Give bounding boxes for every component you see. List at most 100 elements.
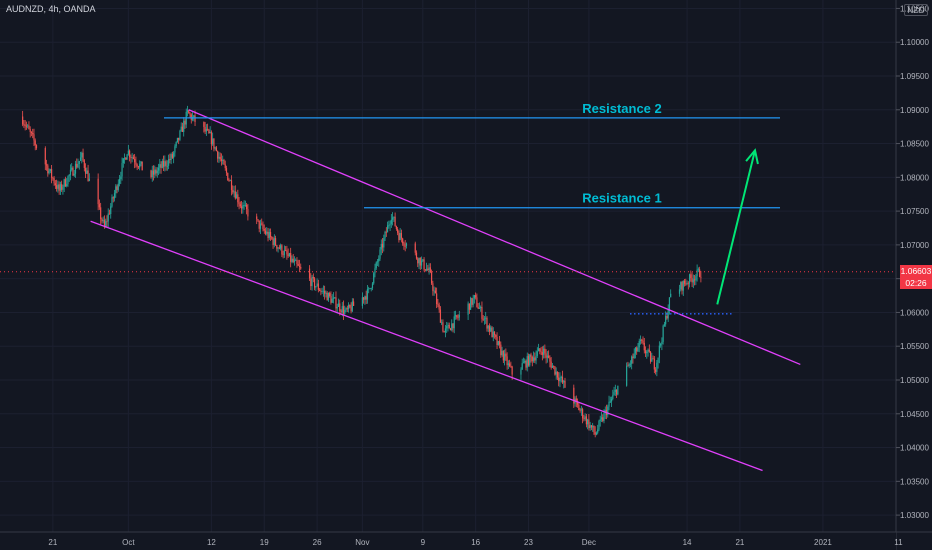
candle-body	[281, 245, 283, 255]
candle-body	[433, 290, 435, 292]
candle-body	[213, 138, 215, 149]
candle-body	[599, 419, 601, 421]
candle-body	[505, 353, 507, 357]
candle-body	[319, 289, 321, 291]
candle-body	[588, 419, 590, 429]
candle-body	[127, 150, 129, 155]
candle-body	[351, 301, 353, 312]
y-tick-label: 1.04000	[900, 444, 929, 453]
candle-body	[257, 219, 259, 221]
candle-body	[415, 252, 418, 259]
candle-body	[576, 401, 579, 405]
candle-body	[385, 231, 387, 233]
candle-body	[690, 274, 692, 279]
candle-body	[159, 164, 161, 168]
candle-body	[81, 152, 83, 158]
candle-body	[634, 347, 637, 354]
candle-body	[316, 283, 318, 287]
y-tick-label: 1.06000	[900, 308, 929, 317]
candle-body	[390, 219, 392, 224]
candle-body	[100, 207, 102, 219]
candle-body	[313, 278, 316, 288]
candle-body	[263, 229, 265, 231]
time-axis[interactable]: 21 Oct 12 19 26 Nov 9 16 23 Dec 14 21 2021 11	[48, 538, 903, 547]
projection-arrow-shaft[interactable]	[716, 150, 756, 305]
candle-body	[449, 328, 452, 331]
candle-body	[310, 278, 312, 287]
candle-body	[311, 276, 313, 287]
candle-body	[111, 197, 113, 207]
channel-upper-line[interactable]	[188, 109, 801, 366]
channel-lower-line[interactable]	[90, 220, 763, 472]
candle-body	[297, 263, 299, 266]
candle-body	[350, 307, 352, 312]
candle-body	[392, 217, 394, 220]
y-tick-label: 1.09000	[900, 106, 929, 115]
candle-body	[691, 278, 693, 283]
candle-body	[423, 259, 425, 270]
candle-body	[277, 247, 279, 249]
candle-body	[117, 183, 119, 190]
candle-body	[649, 351, 652, 362]
candle-body	[121, 163, 123, 177]
candle-body	[386, 225, 389, 233]
candle-body	[699, 269, 701, 277]
x-tick-label: 23	[524, 538, 533, 547]
projection-arrow-head[interactable]	[745, 148, 759, 165]
y-tick-label: 1.04500	[900, 410, 929, 419]
candle-body	[291, 258, 293, 262]
candle-body	[256, 216, 258, 220]
candle-body	[169, 158, 171, 160]
candle-body	[87, 170, 89, 181]
candle-body	[563, 380, 565, 383]
candle-body	[594, 432, 596, 435]
drawing-layer[interactable]: Resistance 2 Resistance 1	[0, 101, 896, 472]
candle-body	[68, 174, 70, 177]
symbol-title[interactable]: AUDNZD, 4h, OANDA	[6, 4, 96, 14]
candle-body	[511, 366, 513, 375]
candle-body	[219, 156, 221, 160]
candle-body	[582, 409, 584, 419]
candle-body	[97, 178, 99, 205]
candle-body	[269, 231, 272, 238]
candle-body	[564, 380, 566, 388]
candle-body	[589, 425, 591, 429]
candle-body	[298, 265, 301, 267]
candle-body	[536, 351, 538, 356]
candle-body	[312, 276, 314, 279]
candle-body	[150, 170, 152, 178]
candle-body	[617, 385, 619, 395]
candle-body	[525, 360, 527, 368]
candle-body	[288, 253, 291, 257]
candle-body	[438, 304, 440, 310]
candle-body	[579, 410, 581, 411]
candle-body	[442, 322, 444, 332]
time-axis-panel[interactable]	[0, 532, 896, 550]
x-tick-label: 9	[421, 538, 426, 547]
candle-body	[134, 158, 136, 163]
candle-body	[186, 110, 189, 112]
price-axis[interactable]: 1.10500 1.10000 1.09500 1.09000 1.08500 1.080…	[896, 4, 929, 520]
candle-body	[160, 164, 162, 168]
candle-body	[69, 169, 72, 175]
candle-body	[497, 341, 499, 346]
candle-body	[327, 292, 330, 301]
candle-body	[261, 223, 263, 225]
candle-body	[612, 395, 614, 399]
candle-body	[554, 366, 556, 375]
candle-body	[25, 125, 28, 127]
candle-body	[308, 268, 311, 279]
candle-body	[88, 178, 90, 181]
candle-body	[414, 243, 416, 253]
candle-body	[35, 145, 38, 149]
candle-body	[54, 183, 56, 186]
candle-body	[432, 283, 434, 291]
candle-body	[341, 306, 343, 313]
candle-body	[480, 306, 482, 309]
candle-body	[692, 279, 694, 283]
candle-body	[204, 126, 206, 132]
candle-body	[334, 297, 336, 299]
candle-body	[326, 292, 328, 301]
candle-body	[266, 231, 268, 234]
